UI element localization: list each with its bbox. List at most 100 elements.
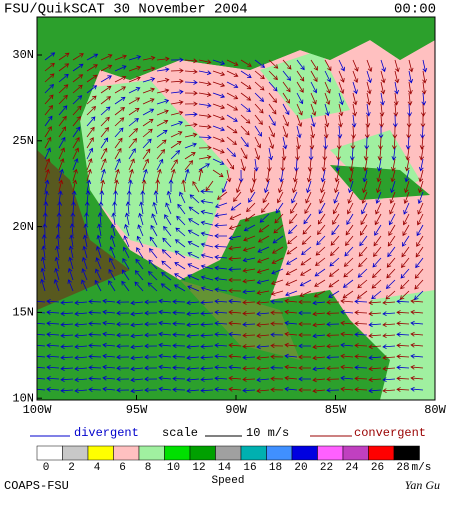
wind-arrow — [276, 191, 284, 204]
wind-arrow — [361, 202, 368, 215]
wind-arrow — [88, 365, 102, 371]
wind-arrow — [198, 163, 211, 171]
wind-arrow — [285, 290, 298, 297]
wind-arrow — [186, 388, 200, 394]
wind-arrow — [368, 388, 382, 394]
wind-arrow — [72, 136, 80, 149]
wind-arrow — [382, 300, 396, 306]
wind-arrow — [184, 69, 198, 75]
wind-arrow — [226, 136, 237, 145]
wind-arrow — [56, 212, 62, 226]
wind-arrow — [362, 180, 368, 194]
wind-arrow — [37, 366, 46, 369]
wind-arrow — [44, 136, 52, 149]
wind-arrow — [184, 101, 198, 107]
wind-arrow — [368, 300, 382, 306]
wind-arrow — [42, 212, 48, 226]
wind-arrow — [408, 70, 414, 84]
lon-label: 80W — [424, 403, 446, 417]
wind-arrow — [85, 190, 91, 204]
wind-arrow — [256, 366, 270, 372]
wind-arrow — [60, 355, 74, 360]
lat-label: 15N — [12, 306, 34, 320]
wind-arrow — [348, 169, 354, 183]
wind-arrow — [270, 290, 284, 296]
wind-arrow — [243, 235, 256, 242]
wind-arrow — [186, 377, 200, 383]
wind-arrow — [254, 147, 261, 161]
wind-arrow — [306, 180, 312, 194]
wind-arrow — [88, 343, 102, 349]
wind-arrow — [330, 235, 340, 246]
wind-arrow — [40, 256, 46, 270]
wind-arrow — [114, 65, 127, 72]
wind-arrow — [324, 59, 332, 72]
wind-arrow — [128, 55, 142, 61]
wind-arrow — [158, 375, 172, 381]
wind-arrow — [147, 270, 158, 281]
wind-arrow — [156, 168, 162, 182]
wind-arrow — [396, 343, 410, 348]
wind-arrow — [352, 81, 358, 95]
wind-arrow — [340, 375, 354, 381]
wind-arrow — [368, 333, 382, 339]
wind-arrow — [242, 322, 256, 327]
wind-arrow — [330, 246, 340, 257]
wind-arrow — [228, 256, 242, 262]
wind-arrow — [242, 278, 256, 284]
wind-arrow — [102, 342, 116, 348]
wind-arrow — [60, 344, 74, 349]
wind-arrow — [152, 201, 158, 215]
wind-arrow — [268, 81, 278, 92]
wind-arrow — [279, 169, 284, 183]
wind-arrow — [158, 320, 172, 326]
wind-arrow — [396, 299, 410, 304]
wind-arrow — [268, 103, 277, 115]
wind-arrow — [382, 344, 396, 350]
wind-arrow — [74, 311, 88, 317]
wind-arrow — [86, 53, 99, 61]
wind-arrow — [170, 131, 183, 138]
wind-arrow — [37, 300, 46, 303]
wind-arrow — [69, 234, 75, 248]
wind-arrow — [158, 342, 172, 348]
wind-arrow — [351, 114, 357, 128]
wind-arrow — [386, 257, 396, 268]
wind-arrow — [354, 299, 368, 304]
wind-arrow — [263, 180, 270, 194]
wind-arrow — [144, 321, 158, 327]
wind-arrow — [228, 288, 242, 294]
wind-arrow — [60, 311, 74, 316]
wind-arrow — [72, 105, 82, 116]
wind-arrow — [130, 388, 144, 394]
wind-arrow — [74, 366, 88, 372]
wind-arrow — [282, 136, 288, 150]
wind-arrow — [58, 73, 69, 83]
wind-arrow — [200, 253, 214, 259]
wind-arrow — [187, 240, 200, 248]
wind-arrow — [100, 106, 111, 116]
wind-arrow — [142, 158, 149, 171]
wind-arrow — [256, 268, 270, 274]
wind-arrow — [284, 298, 298, 304]
wind-arrow — [240, 92, 252, 101]
wind-arrow — [86, 158, 93, 171]
colorbar-tick-label: 6 — [119, 462, 126, 474]
wind-arrow — [68, 245, 74, 259]
wind-arrow — [228, 298, 242, 304]
wind-arrow — [226, 158, 235, 170]
wind-arrow — [44, 52, 56, 61]
wind-arrow — [69, 223, 75, 237]
wind-arrow — [128, 158, 135, 171]
wind-arrow — [300, 257, 312, 266]
wind-arrow — [198, 168, 204, 182]
wind-arrow — [296, 114, 303, 128]
wind-arrow — [299, 279, 312, 287]
wind-arrow — [310, 59, 318, 71]
wind-arrow — [200, 242, 214, 248]
wind-arrow — [356, 290, 368, 299]
wind-arrow — [312, 388, 326, 394]
wind-arrow — [122, 257, 130, 270]
wind-arrow — [102, 386, 116, 392]
wind-arrow — [354, 387, 368, 392]
